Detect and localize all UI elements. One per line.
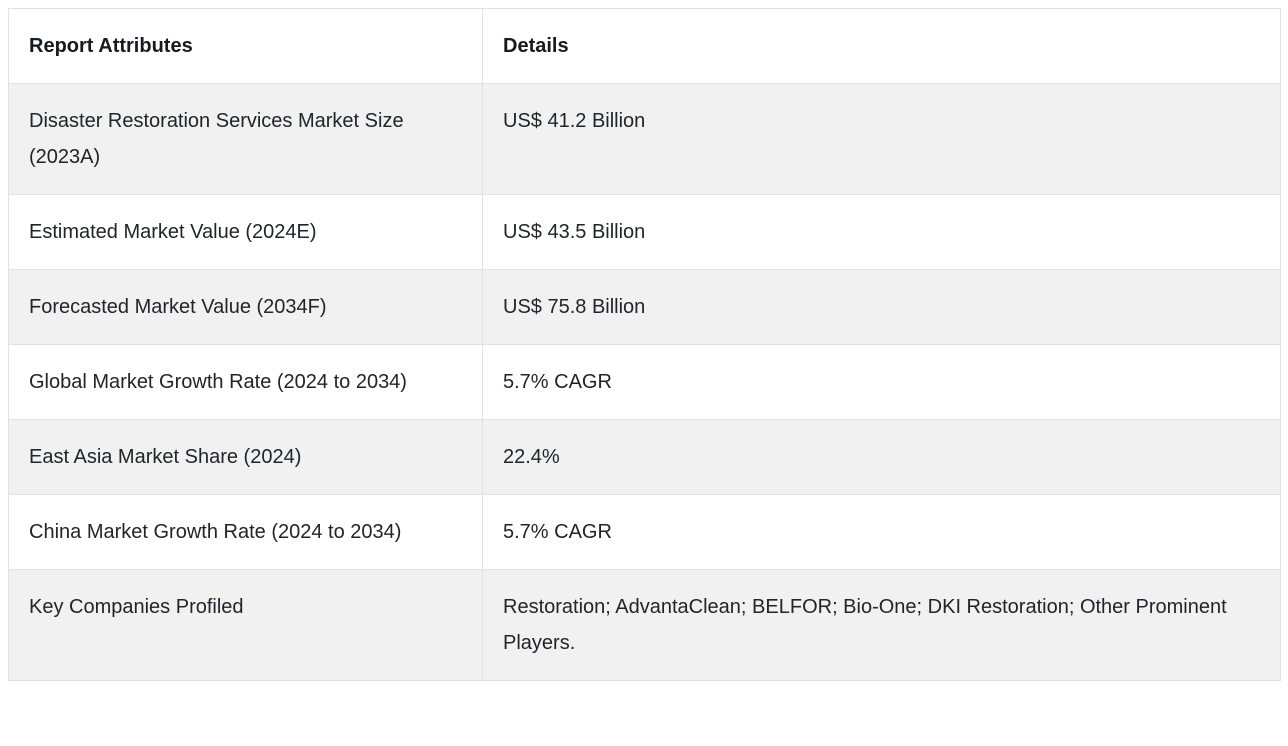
table-row: Estimated Market Value (2024E) US$ 43.5 … [8, 194, 1281, 270]
table-row: China Market Growth Rate (2024 to 2034) … [8, 494, 1281, 570]
table-row: Forecasted Market Value (2034F) US$ 75.8… [8, 269, 1281, 345]
attribute-cell: China Market Growth Rate (2024 to 2034) [8, 494, 483, 570]
column-header-details: Details [482, 8, 1281, 84]
detail-cell: US$ 41.2 Billion [482, 83, 1281, 195]
detail-cell: 5.7% CAGR [482, 344, 1281, 420]
table-row: Global Market Growth Rate (2024 to 2034)… [8, 344, 1281, 420]
attribute-cell: East Asia Market Share (2024) [8, 419, 483, 495]
attribute-cell: Forecasted Market Value (2034F) [8, 269, 483, 345]
detail-cell: Restoration; AdvantaClean; BELFOR; Bio-O… [482, 569, 1281, 681]
report-attributes-table: Report Attributes Details Disaster Resto… [8, 8, 1281, 681]
table-row: Key Companies Profiled Restoration; Adva… [8, 569, 1281, 681]
table-row: Disaster Restoration Services Market Siz… [8, 83, 1281, 195]
attribute-cell: Disaster Restoration Services Market Siz… [8, 83, 483, 195]
detail-cell: US$ 75.8 Billion [482, 269, 1281, 345]
detail-cell: 5.7% CAGR [482, 494, 1281, 570]
table-row: East Asia Market Share (2024) 22.4% [8, 419, 1281, 495]
attribute-cell: Key Companies Profiled [8, 569, 483, 681]
detail-cell: 22.4% [482, 419, 1281, 495]
table-header-row: Report Attributes Details [8, 8, 1281, 84]
attribute-cell: Estimated Market Value (2024E) [8, 194, 483, 270]
attribute-cell: Global Market Growth Rate (2024 to 2034) [8, 344, 483, 420]
column-header-report-attributes: Report Attributes [8, 8, 483, 84]
detail-cell: US$ 43.5 Billion [482, 194, 1281, 270]
